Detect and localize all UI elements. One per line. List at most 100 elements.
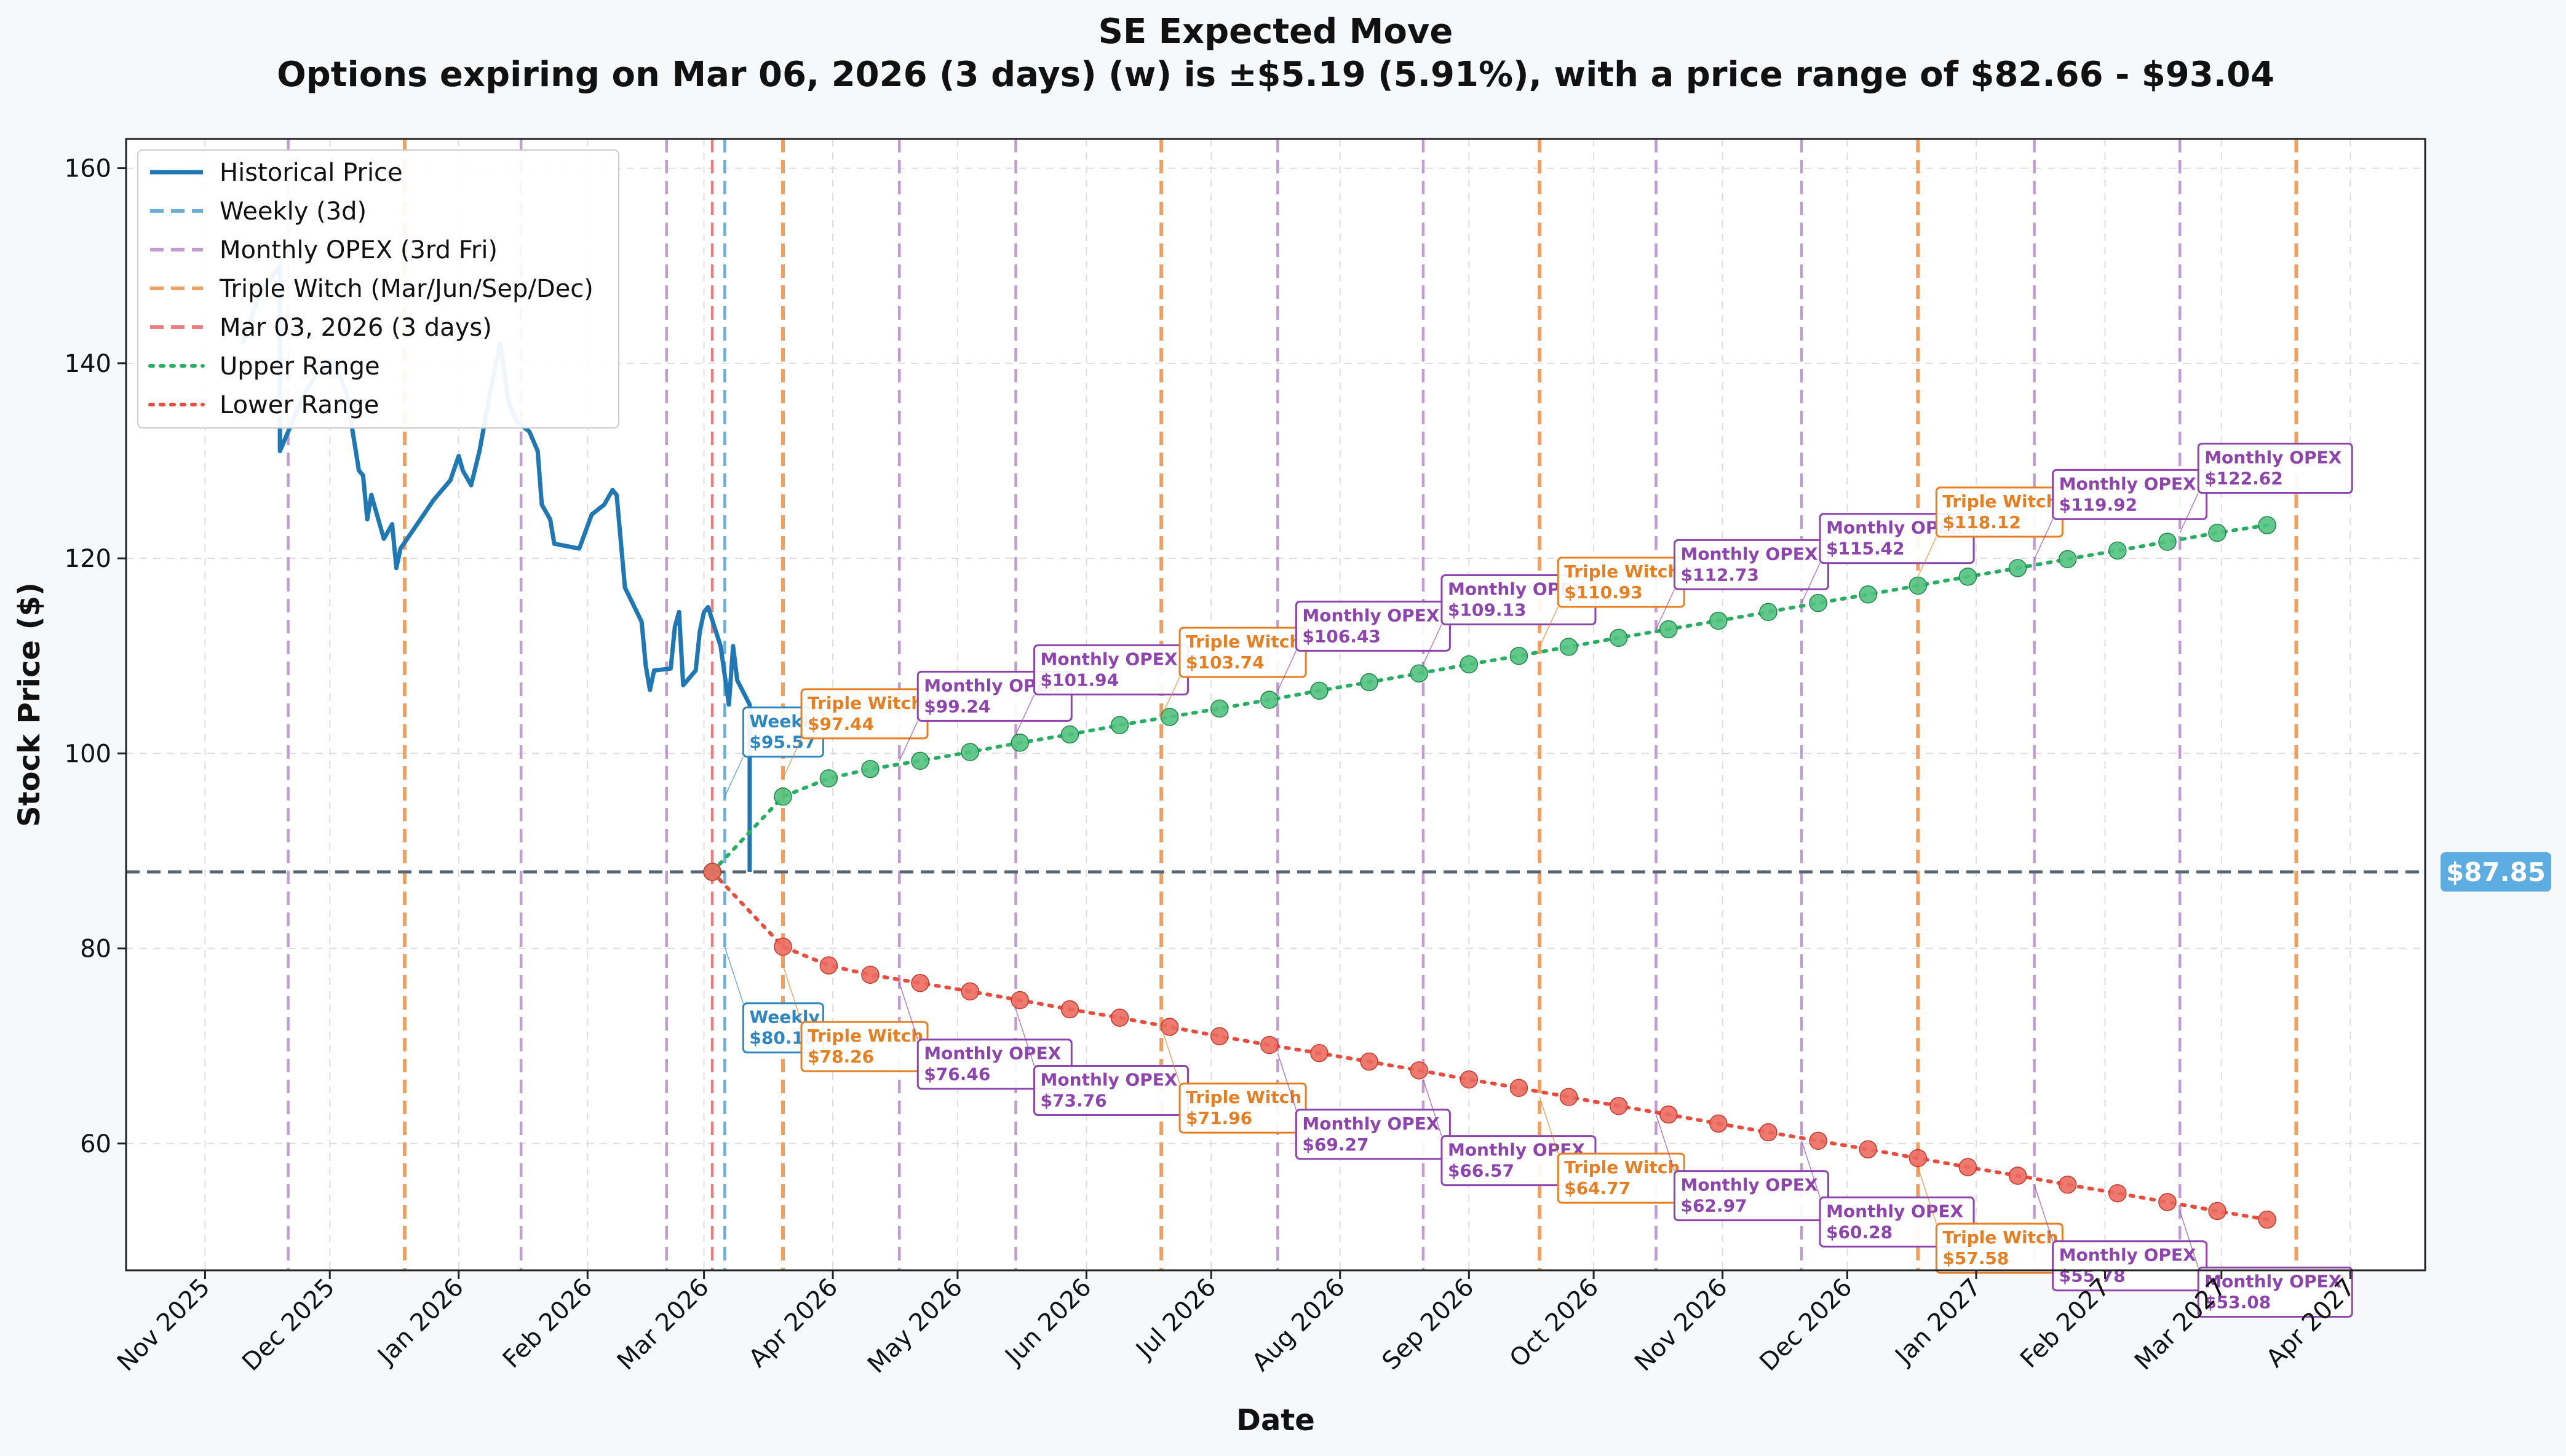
lower-range-point [1310, 1044, 1329, 1062]
legend-box [137, 149, 619, 429]
lower-range-point [1160, 1018, 1179, 1036]
annotation-box [1819, 1196, 1975, 1248]
y-tick-label: 80 [80, 935, 111, 963]
upper-range-point [1460, 655, 1479, 674]
lower-range-point [2158, 1193, 2177, 1211]
annotation-title: Triple Witch [1564, 561, 1680, 582]
chart-subtitle: Options expiring on Mar 06, 2026 (3 days… [277, 55, 2274, 95]
upper-range-point [1759, 603, 1778, 622]
annotation-value: $55.78 [2059, 1266, 2126, 1286]
x-axis-label: Date [1236, 1403, 1315, 1438]
annotation-box [2197, 1267, 2353, 1318]
annotation-leader [899, 983, 918, 1040]
lower-range-point [1659, 1105, 1678, 1124]
annotation-value: $99.24 [924, 696, 990, 716]
annotation-leader [1801, 1141, 1821, 1198]
annotation-leader [1917, 536, 1937, 577]
lower-range-point [1110, 1008, 1129, 1027]
upper-range-point [1060, 725, 1079, 744]
historical-price-line [240, 263, 752, 872]
annotation-value: $122.62 [2204, 469, 2283, 489]
annotation-box [1819, 513, 1975, 564]
upper-range-point [1559, 638, 1578, 656]
upper-range-point [2158, 532, 2177, 551]
annotation-value: $106.43 [1302, 626, 1381, 646]
lower-range-point [1060, 1000, 1079, 1019]
current-price-value: $87.85 [2446, 857, 2546, 887]
annotation-leader [2179, 493, 2199, 533]
annotation-value: $109.13 [1448, 599, 1527, 620]
annotation-value: $78.26 [808, 1046, 874, 1067]
lower-range-point [861, 965, 880, 984]
annotation-leader [1539, 1096, 1559, 1154]
annotation-value: $97.44 [808, 714, 874, 734]
upper-range-point [1160, 708, 1179, 726]
lower-range-point [911, 973, 929, 992]
upper-range-point [2058, 550, 2077, 569]
upper-range-point [1709, 611, 1728, 630]
annotation-box [2197, 443, 2353, 494]
annotation-leader [1539, 606, 1559, 647]
upper-range-point [1260, 690, 1279, 709]
annotation-box [2052, 469, 2208, 520]
annotation-title: Triple Witch [1186, 1087, 1301, 1107]
upper-range-point [1210, 699, 1229, 718]
y-tick-label: 120 [65, 545, 111, 573]
lower-range-point [1460, 1070, 1479, 1089]
annotation-box [916, 670, 1073, 722]
annotation-value: $69.27 [1302, 1134, 1368, 1155]
annotation-leader [899, 721, 918, 761]
annotation-value: $62.97 [1680, 1196, 1747, 1216]
annotation-title: Monthly OPEX [1041, 1070, 1178, 1090]
upper-range-point [774, 787, 792, 806]
annotation-title: Monthly OPEX [2059, 473, 2196, 494]
annotation-value: $119.92 [2059, 494, 2138, 515]
annotation-box [1673, 1170, 1829, 1222]
annotation-leader [2033, 519, 2054, 560]
upper-range-point [1859, 585, 1877, 604]
annotation-title: Triple Witch [1186, 631, 1301, 652]
annotation-title: Triple Witch [1942, 1227, 2058, 1248]
annotation-leader [1277, 651, 1297, 691]
y-tick-label: 100 [65, 740, 111, 768]
current-price-badge [2441, 852, 2551, 892]
lower-range-point [2008, 1166, 2027, 1185]
annotation-leader [2033, 1184, 2054, 1241]
lower-range-point [961, 982, 979, 1001]
annotation-box [1295, 1109, 1451, 1160]
legend-label: Triple Witch (Mar/Jun/Sep/Dec) [219, 275, 594, 303]
annotation-value: $103.74 [1186, 652, 1265, 673]
lower-range-point [1559, 1088, 1578, 1106]
lower-range-point [1410, 1061, 1428, 1080]
annotation-value: $66.57 [1448, 1161, 1514, 1181]
lower-range-point [774, 937, 792, 956]
annotation-title: Triple Witch [808, 1026, 923, 1046]
lower-range-point [2058, 1175, 2077, 1194]
series-layer [240, 263, 2276, 1229]
annotation-title: Monthly OPEX [1826, 1201, 1963, 1221]
annotation-value: $118.12 [1942, 512, 2021, 532]
annotation-title: Triple Witch [1564, 1157, 1680, 1177]
annotation-leader [1015, 1009, 1035, 1066]
legend-label: Mar 03, 2026 (3 days) [220, 314, 492, 342]
annotation-title: Monthly OPEX [2204, 1272, 2342, 1292]
annotation-leader [782, 738, 802, 779]
upper-range-point [2008, 559, 2027, 577]
y-tick-label: 160 [65, 155, 111, 183]
annotation-box [1295, 600, 1451, 652]
upper-range-point [1410, 664, 1428, 682]
lower-range-point [1909, 1149, 1928, 1168]
annotation-title: Triple Witch [1942, 491, 2058, 512]
upper-range-point [2108, 541, 2127, 560]
upper-range-point [1509, 646, 1528, 665]
lower-range-point [1360, 1052, 1378, 1071]
current-price-layer: $87.85 [126, 852, 2551, 892]
legend-label: Upper Range [220, 352, 380, 381]
y-axis-label: Stock Price ($) [12, 582, 47, 827]
annotation-title: Monthly OPEX [924, 1043, 1061, 1064]
annotation-leader [1423, 1079, 1442, 1136]
annotation-leader [1423, 624, 1442, 665]
annotation-leader [1277, 1053, 1297, 1110]
upper-range-point [911, 751, 929, 770]
